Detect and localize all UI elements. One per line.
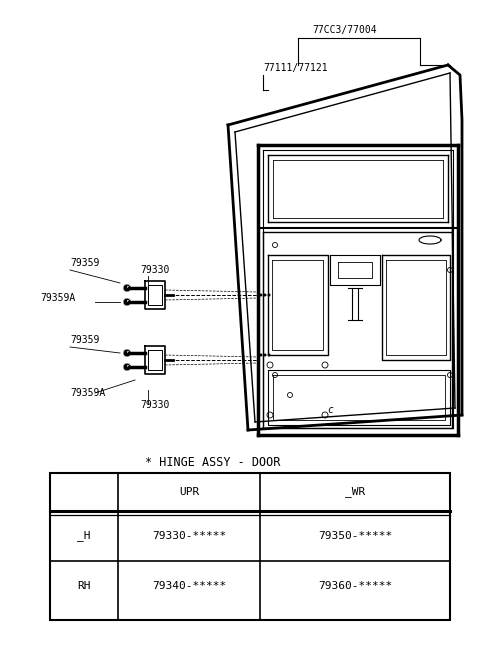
Circle shape — [267, 294, 271, 296]
Circle shape — [267, 353, 271, 357]
Text: 79359: 79359 — [70, 335, 99, 345]
Circle shape — [123, 363, 131, 371]
Text: 79340-*****: 79340-***** — [152, 581, 226, 591]
Circle shape — [123, 284, 131, 292]
Text: 79360-*****: 79360-***** — [318, 581, 392, 591]
Circle shape — [123, 298, 131, 306]
Circle shape — [123, 284, 131, 292]
Text: 79359A: 79359A — [40, 293, 75, 303]
Circle shape — [123, 298, 131, 306]
Circle shape — [264, 294, 266, 296]
Circle shape — [123, 284, 131, 292]
Text: 79350-*****: 79350-***** — [318, 531, 392, 541]
Circle shape — [123, 298, 131, 306]
Circle shape — [260, 353, 263, 357]
Circle shape — [260, 294, 263, 296]
Circle shape — [127, 365, 129, 367]
Circle shape — [123, 363, 131, 371]
Text: RH: RH — [77, 581, 91, 591]
Text: UPR: UPR — [179, 487, 199, 497]
Circle shape — [123, 363, 131, 371]
Circle shape — [123, 350, 131, 357]
Circle shape — [123, 349, 131, 357]
Circle shape — [264, 353, 266, 357]
Text: 79330: 79330 — [140, 400, 169, 410]
Text: 79359A: 79359A — [70, 388, 105, 398]
Text: _WR: _WR — [345, 487, 365, 497]
Bar — [50, 473, 450, 620]
Text: 79359: 79359 — [70, 258, 99, 268]
Text: 79330: 79330 — [140, 265, 169, 275]
Circle shape — [127, 286, 129, 288]
Circle shape — [127, 351, 129, 353]
Text: c: c — [327, 405, 333, 415]
Circle shape — [127, 300, 129, 302]
Circle shape — [123, 349, 131, 357]
Text: * HINGE ASSY - DOOR: * HINGE ASSY - DOOR — [145, 457, 280, 470]
Text: 79330-*****: 79330-***** — [152, 531, 226, 541]
Text: _H: _H — [77, 531, 91, 541]
Text: 77CC3/77004: 77CC3/77004 — [312, 25, 377, 35]
Text: 77111/77121: 77111/77121 — [263, 63, 328, 73]
